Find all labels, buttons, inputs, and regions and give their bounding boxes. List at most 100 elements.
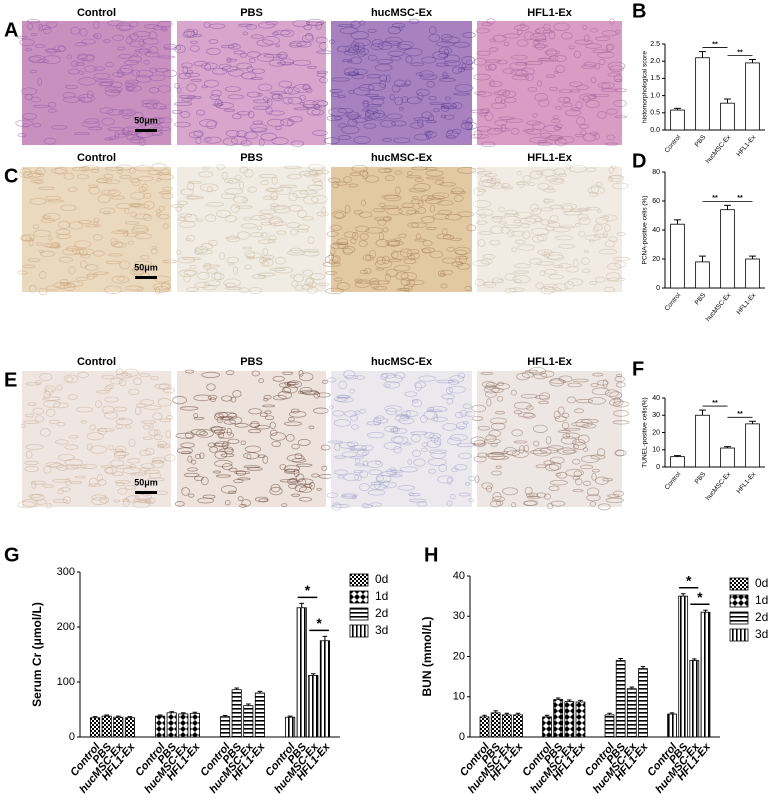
tissue-texture [410,222,428,228]
tissue-texture [512,274,531,284]
tissue-texture [337,24,355,27]
tissue-texture [393,264,411,272]
tissue-texture [222,137,238,146]
tissue-texture [328,177,341,184]
tissue-texture [336,238,349,246]
tissue-texture [189,40,199,44]
tissue-texture [130,191,145,200]
tissue-texture [406,278,416,288]
x-tick-label: hucMSC-Ex [705,470,733,502]
tissue-texture [408,188,427,193]
tissue-texture [220,193,237,200]
tissue-texture [32,407,45,415]
tissue-texture [275,53,287,59]
tissue-texture [271,93,281,100]
tissue-texture [576,116,586,126]
tissue-texture [100,189,117,195]
tissue-texture [132,53,138,58]
tissue-texture [359,169,368,177]
tissue-texture [136,69,154,78]
tissue-texture [283,86,300,95]
tissue-texture [114,445,127,453]
tissue-texture [224,236,239,240]
tissue-texture [548,30,556,40]
tissue-texture [538,400,550,405]
tissue-texture [601,30,618,37]
y-axis-label: BUN (mmol/L) [420,617,434,697]
tissue-texture [182,30,198,38]
tissue-texture [564,281,575,290]
tissue-texture [236,111,251,116]
tissue-texture [338,380,348,390]
tissue-texture [214,413,225,421]
tissue-texture [47,108,57,113]
tissue-texture [457,211,475,218]
tissue-texture [203,263,212,270]
tissue-texture [370,43,384,51]
tissue-texture [215,102,234,110]
tissue-texture [153,434,163,441]
tissue-texture [590,383,599,387]
tissue-texture [177,217,187,222]
tissue-texture [179,406,199,411]
tissue-texture [254,496,269,503]
tissue-texture [591,468,600,473]
tissue-texture [104,396,119,403]
tissue-texture [263,397,269,402]
bar [178,713,189,738]
tissue-texture [206,47,221,56]
bar [513,714,523,738]
tissue-texture [557,263,572,269]
tissue-texture [99,107,114,114]
tissue-texture [242,246,253,250]
tissue-texture [504,273,517,281]
y-tick-label: 60 [652,198,660,205]
tissue-texture [350,414,358,422]
tissue-texture [363,123,377,129]
tissue-texture [493,91,508,96]
tissue-texture [491,496,505,503]
tissue-texture [440,269,454,276]
tissue-texture [185,238,191,242]
tissue-texture [195,136,202,145]
tissue-texture [257,272,276,277]
tissue-texture [592,49,610,54]
tissue-texture [397,485,416,491]
tissue-texture [134,49,152,53]
tissue-texture [537,80,543,87]
tissue-texture [558,225,576,229]
tissue-texture [224,178,240,184]
tissue-texture [266,187,276,193]
tissue-texture [46,408,56,417]
tissue-texture [544,50,560,55]
tissue-texture [517,244,535,251]
tissue-texture [253,105,270,110]
tissue-texture [488,47,499,52]
tissue-texture [388,474,403,478]
tissue-texture [329,247,336,256]
tissue-texture [209,446,218,453]
tissue-texture [240,72,257,80]
tissue-texture [156,171,172,176]
tissue-texture [342,245,356,254]
tissue-texture [426,176,445,180]
tissue-texture [317,100,329,107]
tissue-texture [332,410,345,417]
tissue-texture [503,447,517,455]
tissue-texture [323,137,340,145]
tissue-texture [590,454,606,460]
tissue-texture [99,496,110,504]
tissue-texture [613,396,621,405]
tissue-texture [606,134,616,141]
tissue-texture [198,171,214,178]
tissue-texture [616,232,627,237]
tissue-texture [372,280,390,285]
tissue-texture [297,438,311,446]
tissue-texture [93,72,111,80]
tissue-texture [272,93,283,102]
tissue-texture [174,121,192,128]
tissue-texture [408,498,427,503]
tissue-texture [354,457,361,464]
tissue-texture [243,216,252,221]
tissue-texture [395,186,401,195]
